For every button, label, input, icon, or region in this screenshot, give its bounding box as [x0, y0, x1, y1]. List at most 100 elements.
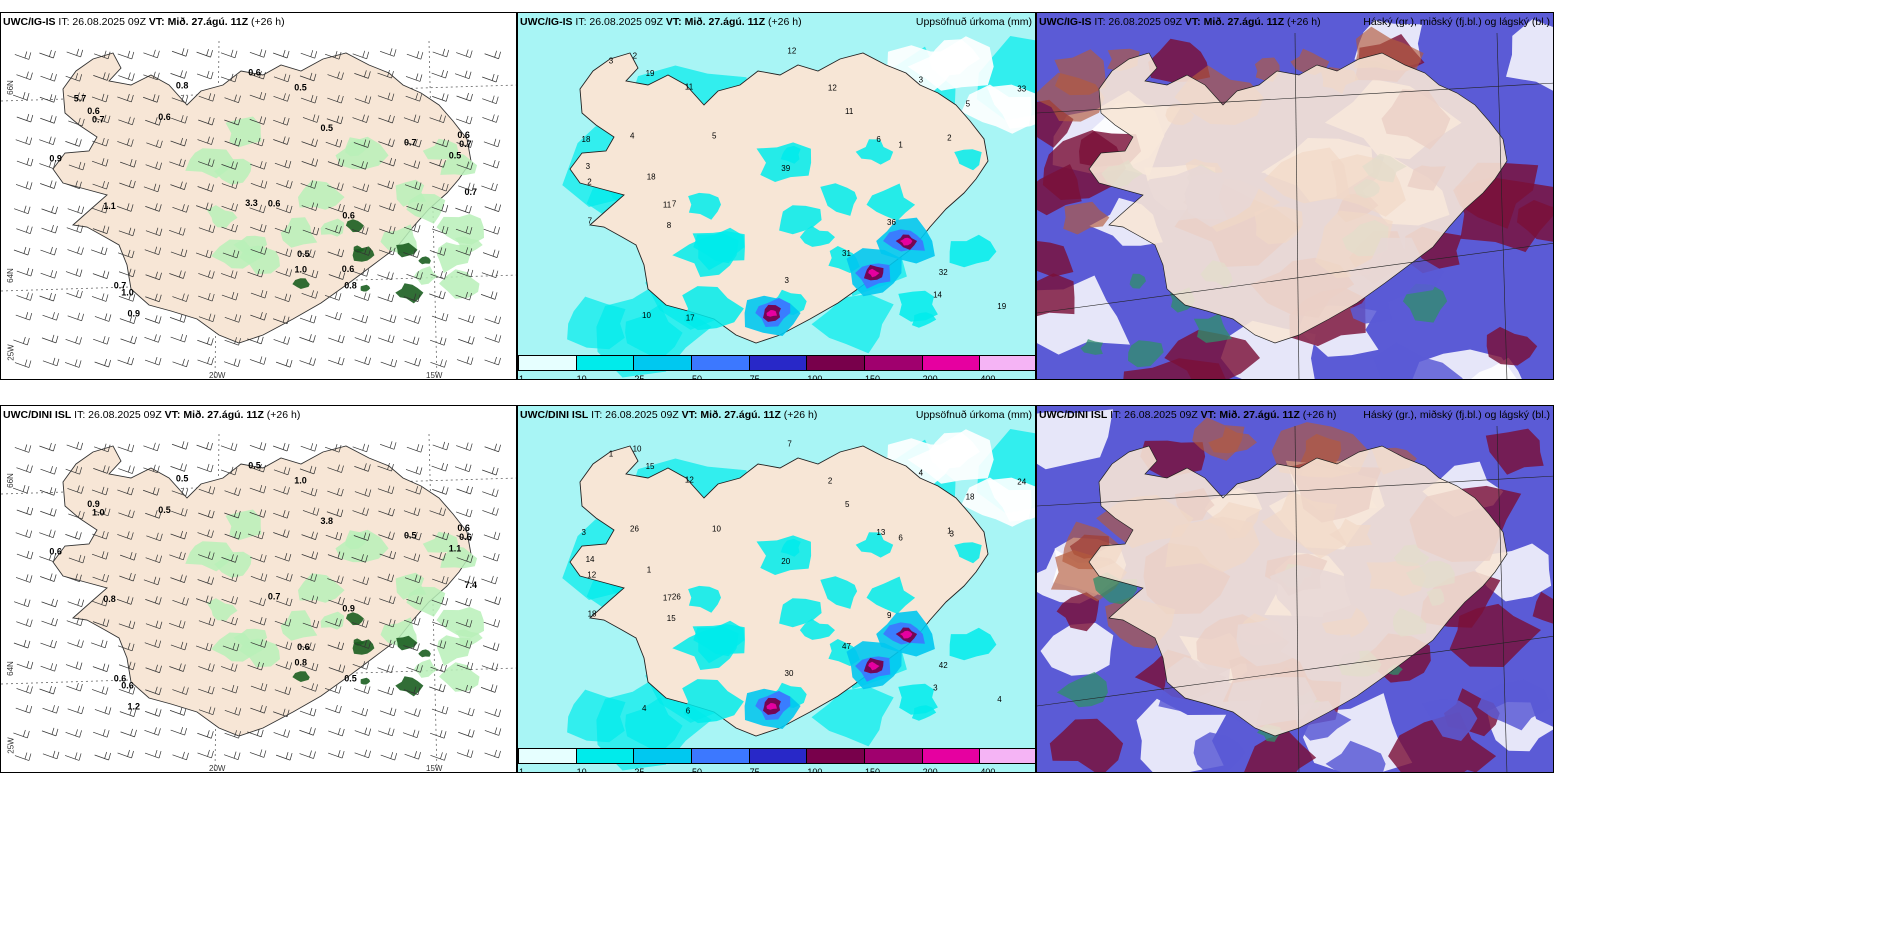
- value-label: 3: [933, 684, 938, 693]
- colorbar-swatch: [518, 748, 577, 764]
- value-label: 17: [663, 594, 672, 603]
- value-label: 0.6: [342, 211, 355, 221]
- lon-label-20w: 20W: [209, 764, 226, 773]
- value-label: 1.0: [92, 507, 105, 517]
- value-label: 0.5: [294, 83, 307, 93]
- gridline: [1496, 32, 1508, 379]
- value-label: 14: [586, 555, 595, 564]
- value-label: 3: [609, 56, 614, 65]
- panel-header: UWC/IG-IS IT: 26.08.2025 09Z VT: Mið. 27…: [1039, 16, 1321, 28]
- value-label: 0.5: [404, 531, 417, 541]
- value-label: 1: [898, 141, 903, 150]
- value-label: 32: [939, 268, 948, 277]
- value-label: 0.6: [121, 681, 134, 691]
- value-label: 3: [950, 529, 955, 538]
- colorbar-swatch: [979, 355, 1035, 371]
- value-label: 1.0: [121, 288, 134, 298]
- value-label: 18: [647, 173, 656, 182]
- colorbar-tick-label: 50: [692, 767, 703, 773]
- colorbar-swatch: [921, 748, 981, 764]
- iceland-map-wind: 0.60.70.50.50.60.70.91.10.70.60.70.81.00…: [1, 13, 516, 379]
- value-label: 0.6: [87, 106, 100, 116]
- colorbar-swatch: [748, 355, 808, 371]
- value-label: 7: [672, 199, 677, 208]
- value-label: 0.5: [248, 460, 261, 470]
- value-label: 0.6: [457, 523, 470, 533]
- value-label: 0.5: [297, 249, 310, 259]
- value-label: 0.5: [449, 151, 462, 161]
- value-label: 15: [646, 462, 655, 471]
- value-label: 3.3: [245, 198, 258, 208]
- wind-precip-map-panel-igis: UWC/IG-IS IT: 26.08.2025 09Z VT: Mið. 27…: [0, 12, 517, 380]
- value-label: 0.5: [176, 474, 189, 484]
- value-label: 39: [781, 164, 790, 173]
- value-label: 0.5: [321, 123, 334, 133]
- colorbar-swatch: [518, 355, 577, 371]
- value-label: 6: [898, 534, 903, 543]
- value-label: 10: [712, 525, 721, 534]
- value-label: 3.8: [321, 516, 334, 526]
- value-label: 2: [947, 133, 952, 142]
- value-label: 0.5: [158, 505, 171, 515]
- value-label: 31: [842, 249, 851, 258]
- field-title: Háský (gr.), miðský (fj.bl.) og lágský (…: [1363, 16, 1550, 28]
- iceland-land: [569, 445, 989, 737]
- value-label: 2: [828, 476, 833, 485]
- value-label: 0.8: [176, 81, 189, 91]
- cloud-map-panel-igis: UWC/IG-IS IT: 26.08.2025 09Z VT: Mið. 27…: [1036, 12, 1554, 380]
- value-label: 14: [933, 291, 942, 300]
- value-label: 7: [787, 440, 792, 449]
- precip-land-layer: [672, 532, 997, 729]
- lat-label-64n: 64N: [5, 268, 15, 283]
- panel-header: UWC/IG-IS IT: 26.08.2025 09Z VT: Mið. 27…: [520, 16, 802, 28]
- value-label: 3: [785, 276, 790, 285]
- value-label: 0.6: [457, 130, 470, 140]
- value-label: 12: [828, 83, 837, 92]
- iceland-land: [1088, 445, 1508, 737]
- value-label: 10: [633, 445, 642, 454]
- gridline: [1294, 425, 1300, 772]
- lon-label-15w: 15W: [426, 371, 443, 380]
- value-label: 0.6: [158, 112, 171, 122]
- value-label: 30: [785, 669, 794, 678]
- value-label: 0.8: [103, 594, 116, 604]
- iceland-map-cloud: [1037, 406, 1553, 772]
- precip-map-panel-dini: UWC/DINI ISL IT: 26.08.2025 09Z VT: Mið.…: [517, 405, 1036, 773]
- panel-header: UWC/DINI ISL IT: 26.08.2025 09Z VT: Mið.…: [520, 409, 818, 421]
- value-label: 0.6: [268, 199, 281, 209]
- value-label: 0.9: [342, 604, 355, 614]
- field-title: Háský (gr.), miðský (fj.bl.) og lágský (…: [1363, 409, 1550, 421]
- value-label: 6: [876, 135, 881, 144]
- value-label: 18: [582, 135, 591, 144]
- value-labels: 0.50.60.61.00.50.50.60.80.60.91.00.50.60…: [49, 460, 477, 711]
- value-label: 4: [919, 469, 924, 478]
- panel-header: UWC/DINI ISL IT: 26.08.2025 09Z VT: Mið.…: [1039, 409, 1337, 421]
- value-label: 5: [845, 500, 850, 509]
- value-label: 7: [588, 217, 593, 226]
- colorbar-swatch: [806, 355, 865, 371]
- colorbar-tick-label: 1: [519, 767, 525, 773]
- colorbar-tick-label: 1: [519, 374, 525, 380]
- value-label: 1: [609, 449, 614, 458]
- value-label: 10: [642, 311, 651, 320]
- value-label: 0.7: [404, 138, 417, 148]
- lon-label-20w: 20W: [209, 371, 226, 380]
- value-label: 2: [587, 178, 592, 187]
- value-label: 1.1: [449, 544, 462, 554]
- gridline: [1037, 635, 1553, 707]
- colorbar-tick-label: 200: [922, 374, 938, 380]
- colorbar-tick-label: 10: [576, 767, 587, 773]
- colorbar-tick-label: 400: [980, 767, 996, 773]
- value-label: 11: [685, 83, 694, 92]
- colorbar-swatch: [633, 748, 692, 764]
- precip-green-layer: [185, 116, 484, 304]
- value-label: 3: [582, 528, 587, 537]
- value-label: 19: [997, 302, 1006, 311]
- value-label: 1.0: [295, 264, 308, 274]
- colorbar-swatch: [806, 748, 865, 764]
- lat-label-66n: 66N: [5, 473, 15, 488]
- wind-barbs: [12, 441, 502, 761]
